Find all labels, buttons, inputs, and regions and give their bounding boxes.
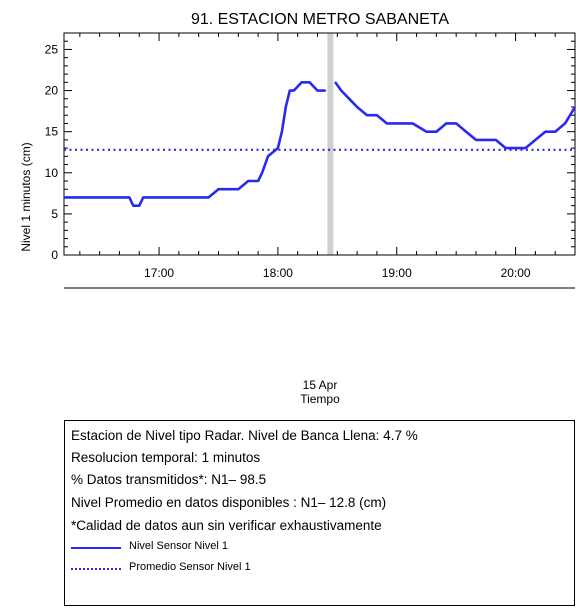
data-point — [292, 89, 295, 92]
data-point — [494, 139, 497, 141]
plot-area — [63, 32, 576, 256]
x-tick-label: 18:00 — [263, 266, 293, 280]
legend-swatch-solid — [71, 547, 121, 549]
data-point — [465, 130, 467, 133]
legend-label-promedio: Promedio Sensor Nivel 1 — [129, 561, 251, 573]
data-point — [128, 196, 131, 199]
y-tick-label: 5 — [51, 207, 58, 221]
data-point — [574, 106, 576, 108]
y-tick-label: 20 — [45, 84, 59, 98]
data-point — [247, 180, 249, 182]
data-point — [435, 130, 438, 133]
y-tick-label: 25 — [45, 42, 59, 56]
data-point — [257, 180, 259, 182]
data-point — [395, 122, 398, 125]
data-point — [118, 196, 121, 199]
info-line-resolucion: Resolucion temporal: 1 minutos — [71, 450, 261, 465]
series-nivel-sensor-line — [64, 81, 577, 207]
y-tick-label: 15 — [45, 125, 59, 139]
data-point — [366, 114, 368, 117]
data-point — [138, 204, 141, 207]
data-point — [261, 171, 263, 174]
data-point — [411, 122, 414, 125]
legend-swatch-dotted — [71, 568, 121, 570]
data-point — [300, 81, 303, 84]
data-point — [356, 106, 358, 108]
data-point — [178, 196, 180, 199]
data-point — [348, 97, 351, 100]
data-point — [405, 122, 408, 125]
chart: 91. ESTACION METRO SABANETA Nivel 1 minu… — [19, 11, 577, 406]
info-line-banca: Estacion de Nivel tipo Radar. Nivel de B… — [71, 428, 418, 443]
data-point — [217, 188, 220, 191]
data-point — [227, 188, 230, 191]
info-line-promedio: Nivel Promedio en datos disponibles : N1… — [71, 495, 387, 510]
data-point — [281, 130, 283, 133]
data-point — [324, 89, 327, 92]
data-point — [132, 204, 135, 207]
data-point — [277, 147, 279, 149]
data-point — [534, 139, 537, 141]
data-point — [544, 130, 547, 133]
data-point — [79, 196, 81, 199]
data-point — [455, 122, 457, 125]
data-point — [158, 196, 160, 199]
x-tick-label: 17:00 — [144, 266, 174, 280]
data-point — [148, 196, 150, 199]
y-axis-label: Nivel 1 minutos (cm) — [19, 142, 33, 251]
y-tick-label: 10 — [45, 166, 59, 180]
x-axis-label: Tiempo — [300, 392, 340, 406]
data-point — [168, 196, 170, 199]
data-point — [386, 122, 388, 125]
x-tick-label: 19:00 — [382, 266, 412, 280]
info-line-calidad: *Calidad de datos aun sin verificar exha… — [71, 518, 382, 533]
data-point — [63, 196, 65, 199]
data-point — [554, 130, 556, 133]
info-line-datos: % Datos transmitidos*: N1– 98.5 — [71, 472, 267, 487]
data-point — [237, 188, 240, 191]
y-tick-label: 0 — [51, 248, 58, 262]
data-point — [514, 147, 517, 149]
data-point — [98, 196, 101, 199]
data-point — [475, 139, 477, 141]
data-point — [485, 139, 487, 141]
data-point — [142, 196, 145, 199]
data-point — [197, 196, 200, 199]
chart-title: 91. ESTACION METRO SABANETA — [191, 11, 449, 28]
data-point — [288, 89, 291, 92]
data-point — [267, 155, 269, 158]
x-tick-label: 20:00 — [501, 266, 531, 280]
legend-label-nivel: Nivel Sensor Nivel 1 — [129, 540, 229, 552]
data-point — [504, 147, 507, 149]
data-point — [316, 89, 319, 92]
data-point — [524, 147, 527, 149]
data-point — [376, 114, 378, 117]
data-point — [308, 81, 311, 84]
data-point — [207, 196, 210, 199]
info-box: Estacion de Nivel tipo Radar. Nivel de B… — [64, 420, 575, 606]
data-point — [340, 89, 343, 92]
data-point — [334, 81, 337, 84]
gap-band — [327, 33, 334, 255]
data-point — [445, 122, 448, 125]
date-label: 15 Apr — [303, 378, 338, 392]
data-point — [564, 122, 566, 125]
data-point — [425, 130, 428, 133]
data-point — [187, 196, 190, 199]
data-point — [285, 106, 287, 108]
